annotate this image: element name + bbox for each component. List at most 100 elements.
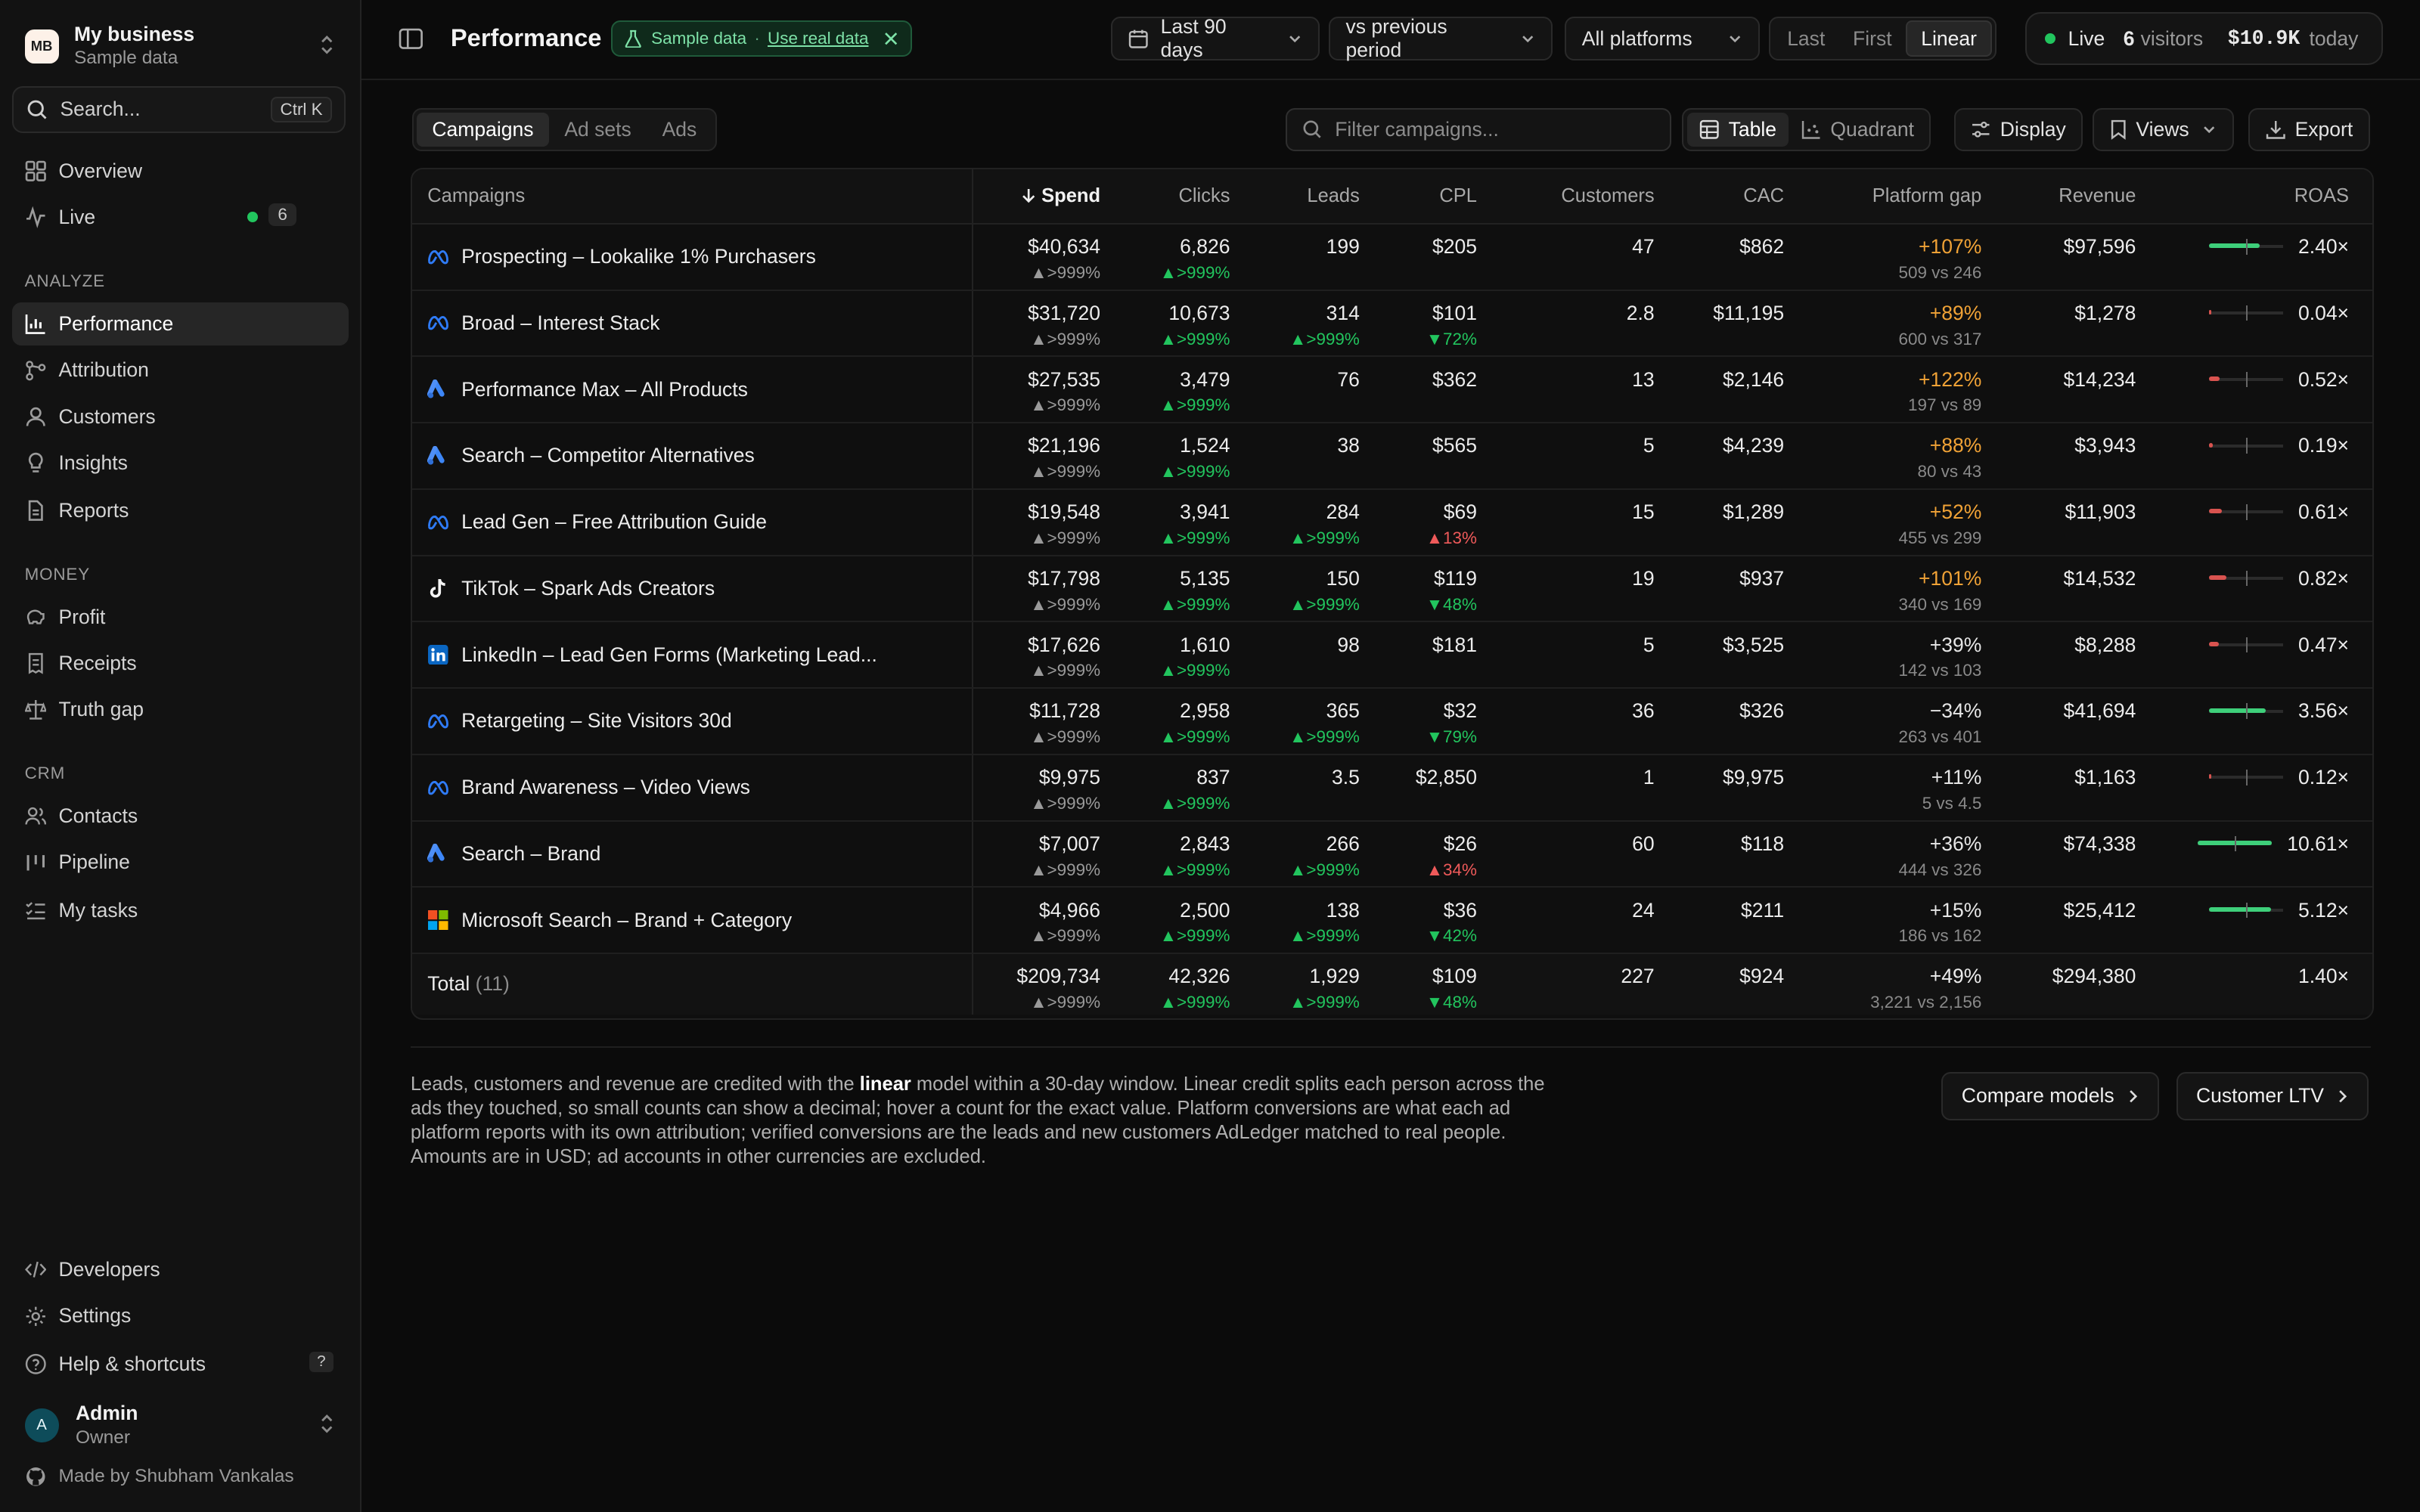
table-row[interactable]: LinkedIn – Lead Gen Forms (Marketing Lea… [411,621,2372,689]
table-row[interactable]: Search – Competitor Alternatives $21,196 ▲… [411,423,2372,490]
sidebar-item-performance[interactable]: Performance [12,302,349,346]
export-button[interactable]: Export [2248,107,2370,151]
revenue-value: $1,163 [2074,766,2136,789]
table-row[interactable]: Prospecting – Lookalike 1% Purchasers $40… [411,223,2372,291]
platform-select[interactable]: All platforms [1565,17,1760,60]
sidebar-search[interactable]: Search... Ctrl K [12,86,346,133]
column-header-clicks[interactable]: Clicks [1115,169,1246,225]
cpl-value: $26 [1443,832,1477,855]
campaign-name-cell[interactable]: Microsoft Search – Brand + Category [411,887,973,955]
campaign-name-cell[interactable]: Lead Gen – Free Attribution Guide [411,488,973,556]
sidebar-item-attribution[interactable]: Attribution [12,349,349,392]
total-roas-cell: 1.40× [2151,953,2372,1015]
column-header-cpl[interactable]: CPL [1375,169,1493,225]
model-option-last[interactable]: Last [1787,26,1826,50]
platform-gap-detail: 186 vs 162 [1898,926,1982,946]
column-header-roas[interactable]: ROAS [2151,169,2372,225]
column-header-spend[interactable]: Spend [972,169,1116,225]
user-menu[interactable]: A Admin Owner [24,1398,340,1453]
view-table-button[interactable]: Table [1686,112,1789,147]
table-row[interactable]: Search – Brand $7,007 ▲>999% 2,843 ▲>999% 266… [411,820,2372,888]
revenue-value: $14,234 [2063,367,2136,391]
campaign-name-cell[interactable]: TikTok – Spark Ads Creators [411,555,973,623]
table-row[interactable]: Brand Awareness – Video Views $9,975 ▲>999… [411,754,2372,822]
search-shortcut: Ctrl K [271,96,332,122]
sidebar-item-settings[interactable]: Settings [12,1294,349,1337]
views-menu-button[interactable]: Views [2093,107,2234,151]
live-visitors-widget[interactable]: Live 6 visitors $10.9K today [2024,12,2383,65]
sidebar-item-truth-gap[interactable]: Truth gap [12,688,349,731]
use-real-data-link[interactable]: Use real data [768,29,869,48]
compare-models-button[interactable]: Compare models [1941,1072,2159,1120]
column-header-campaigns[interactable]: Campaigns [411,169,973,225]
campaign-name-cell[interactable]: LinkedIn – Lead Gen Forms (Marketing Lea… [411,621,973,689]
column-header-revenue[interactable]: Revenue [1996,169,2152,225]
platform-gap-detail: 444 vs 326 [1898,860,1982,879]
table-row[interactable]: TikTok – Spark Ads Creators $17,798 ▲>999%… [411,555,2372,623]
table-row[interactable]: Lead Gen – Free Attribution Guide $19,548… [411,488,2372,556]
cac-cell: $11,195 [1670,290,1800,358]
table-row[interactable]: Microsoft Search – Brand + Category $4,96… [411,887,2372,955]
column-header-platform-gap[interactable]: Platform gap [1799,169,1997,225]
sidebar-item-customers[interactable]: Customers [12,395,349,438]
org-avatar: MB [24,29,59,64]
org-switcher[interactable]: MB My business Sample data [24,22,340,71]
sidebar-item-live[interactable]: Live 6 [12,196,349,239]
users-icon [25,805,47,827]
live-label: Live [2068,26,2105,50]
view-quadrant-button[interactable]: Quadrant [1789,113,1926,147]
tab-ad-sets[interactable]: Ad sets [564,117,631,141]
tab-campaigns[interactable]: Campaigns [416,112,549,147]
campaign-name-cell[interactable]: Performance Max – All Products [411,356,973,424]
delta-value: >999% [1047,661,1101,680]
column-header-leads[interactable]: Leads [1245,169,1376,225]
platform-gap-value: +88% [1929,434,1982,457]
customer-ltv-button[interactable]: Customer LTV [2176,1072,2369,1120]
compare-period-select[interactable]: vs previous period [1329,15,1553,61]
sidebar-item-my-tasks[interactable]: My tasks [12,889,349,932]
date-range-select[interactable]: Last 90 days [1111,15,1320,61]
roas-cell: 0.04× [2151,290,2372,358]
tab-ads[interactable]: Ads [662,117,697,141]
column-header-cac[interactable]: CAC [1670,169,1800,225]
sidebar-item-developers[interactable]: Developers [12,1248,349,1291]
table-row[interactable]: Performance Max – All Products $27,535 ▲>9… [411,356,2372,424]
sidebar-item-contacts[interactable]: Contacts [12,795,349,838]
roas-bar-fill [2208,310,2211,315]
campaign-name: TikTok – Spark Ads Creators [461,576,715,600]
display-button[interactable]: Display [1953,107,2083,151]
sidebar-item-label: Developers [58,1258,160,1281]
model-option-first[interactable]: First [1853,26,1892,50]
sidebar-item-receipts[interactable]: Receipts [12,642,349,685]
sidebar-item-pipeline[interactable]: Pipeline [12,841,349,884]
sidebar-item-insights[interactable]: Insights [12,442,349,485]
sidebar-item-profit[interactable]: Profit [12,596,349,639]
sidebar-toggle-icon[interactable] [399,26,424,51]
sidebar-item-help[interactable]: Help & shortcuts ? [12,1342,349,1385]
filter-campaigns-input[interactable]: Filter campaigns... [1285,107,1672,151]
delta-value: 48% [1443,993,1477,1012]
campaign-name-cell[interactable]: Search – Competitor Alternatives [411,423,973,490]
user-icon [25,406,47,428]
campaign-name-cell[interactable]: Broad – Interest Stack [411,290,973,358]
platform-gap-value: +15% [1929,898,1982,922]
total-spend-delta: ▲>999% [1030,993,1101,1012]
made-by-link[interactable]: Made by Shubham Vankalas [25,1466,294,1488]
revenue-cell: $11,903 [1996,488,2152,556]
table-row[interactable]: Retargeting – Site Visitors 30d $11,728 ▲>… [411,688,2372,755]
campaign-name-cell[interactable]: Prospecting – Lookalike 1% Purchasers [411,223,973,291]
close-icon[interactable] [884,32,898,45]
table-total-row: Total (11) $209,734 ▲>999% 42,326 ▲>999% 1… [411,953,2372,1015]
sidebar-item-reports[interactable]: Reports [12,489,349,532]
total-clicks-delta: ▲>999% [1159,993,1230,1012]
campaign-name-cell[interactable]: Search – Brand [411,820,973,888]
campaign-name-cell[interactable]: Brand Awareness – Video Views [411,754,973,822]
leads-value: 365 [1326,699,1360,723]
campaign-name-cell[interactable]: Retargeting – Site Visitors 30d [411,688,973,755]
cac-value: $2,146 [1722,367,1785,391]
platform-gap-value: +101% [1918,566,1982,590]
model-option-linear[interactable]: Linear [1905,20,1993,57]
column-header-customers[interactable]: Customers [1492,169,1671,225]
table-row[interactable]: Broad – Interest Stack $31,720 ▲>999% 10,67… [411,290,2372,358]
sidebar-item-overview[interactable]: Overview [12,150,349,193]
